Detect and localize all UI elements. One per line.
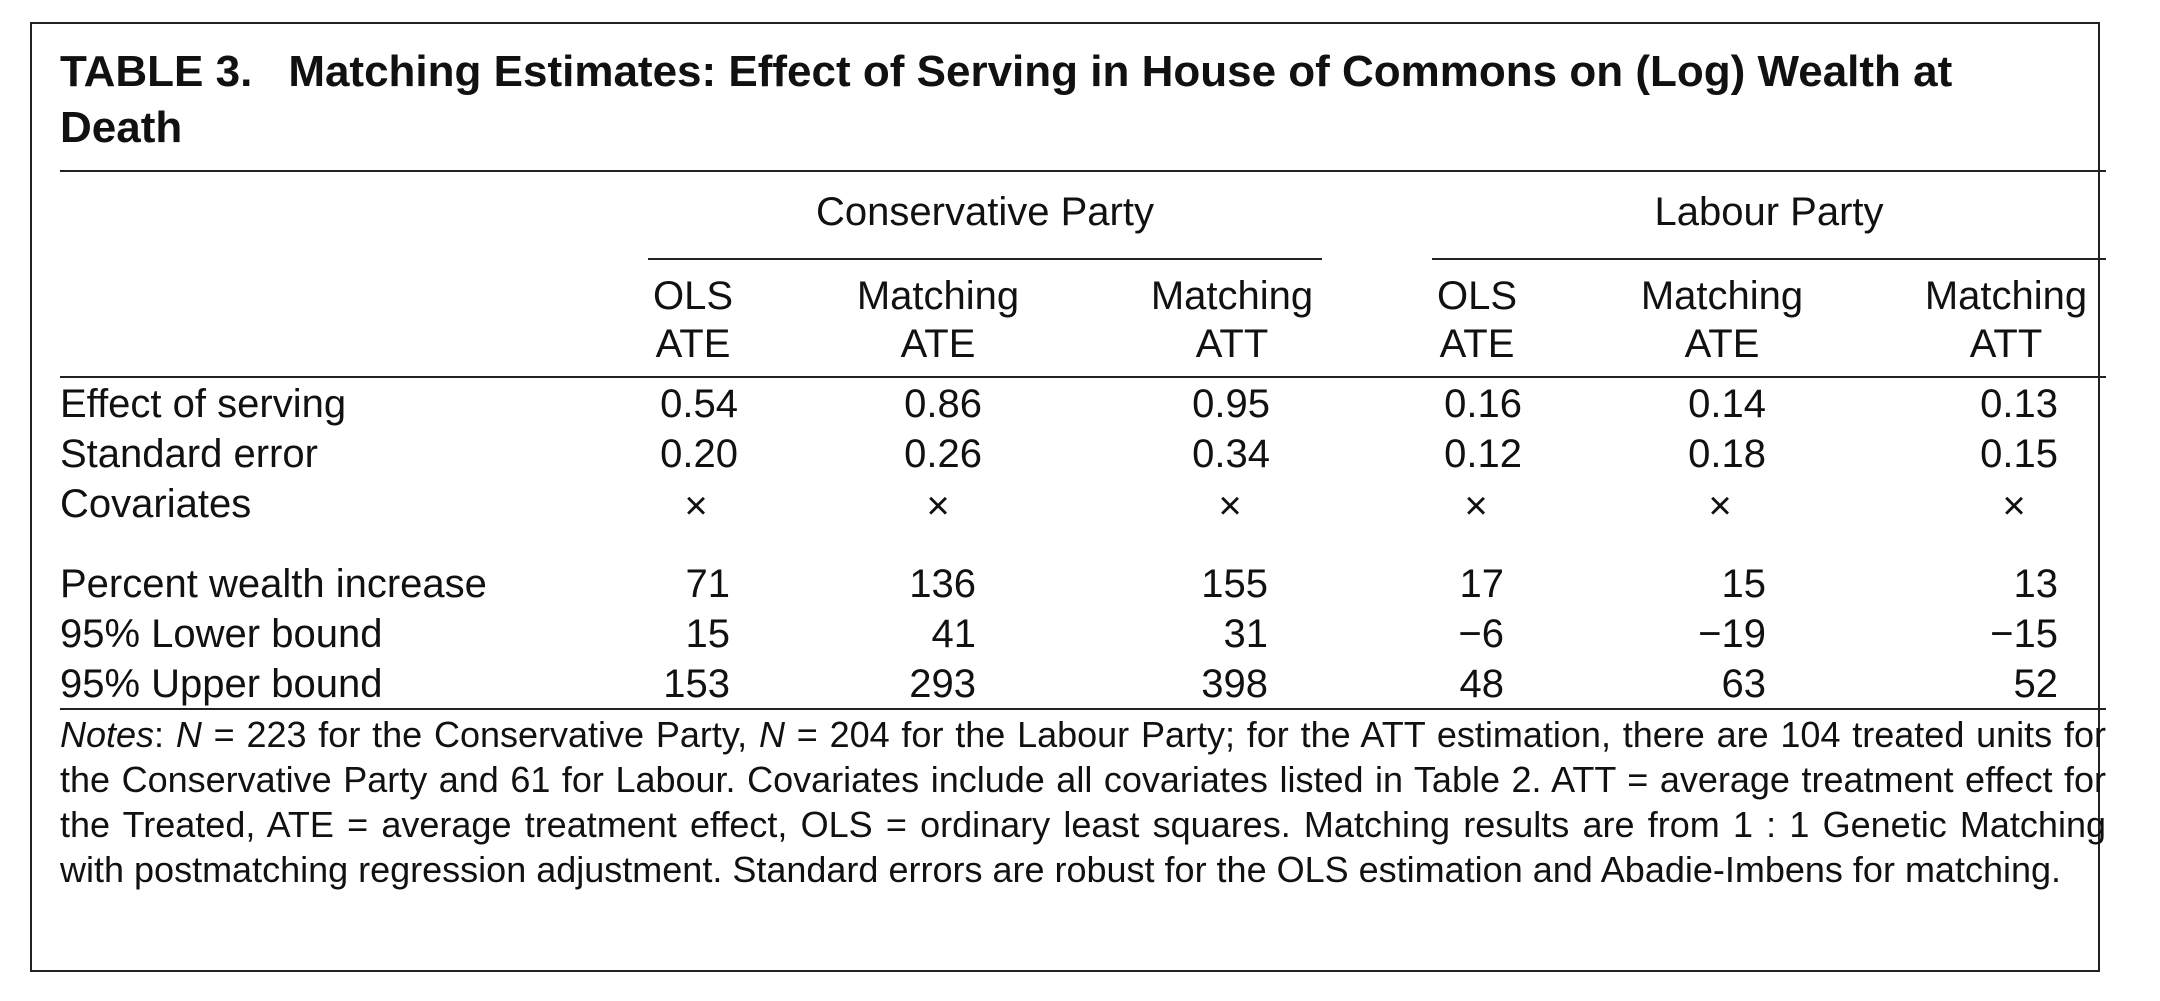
table-cell: 0.15 [1980, 432, 2058, 476]
notes-n-symbol: N [758, 714, 785, 755]
table-title: TABLE 3. Matching Estimates: Effect of Se… [60, 44, 2060, 156]
notes-lead: Notes [60, 714, 155, 755]
bottom-rule [60, 708, 2106, 710]
table-cell: 398 [1201, 662, 1268, 706]
table-cell: 0.86 [904, 382, 982, 426]
table-cell: −6 [1458, 612, 1504, 656]
table-cell: −15 [1990, 612, 2058, 656]
table-cell: 52 [2013, 662, 2059, 706]
table-cell: 63 [1721, 662, 1767, 706]
covariate-mark: × [2002, 484, 2026, 528]
table-cell: 71 [685, 562, 731, 606]
table-notes: Notes: N = 223 for the Conservative Part… [60, 714, 2106, 890]
covariate-mark: × [684, 484, 708, 528]
table-cell: 31 [1223, 612, 1269, 656]
header-rule [60, 376, 2106, 378]
table-cell: 41 [931, 612, 977, 656]
col-header-con-matching-ate: Matching ATE [856, 274, 1020, 366]
covariate-mark: × [926, 484, 950, 528]
row-label-percent-increase: Percent wealth increase [60, 562, 487, 606]
col-header-lab-matching-ate: Matching ATE [1640, 274, 1804, 366]
group-rule-labour [1432, 258, 2106, 260]
table-cell: 0.54 [660, 382, 738, 426]
notes-text-2: = 204 for the Labour Party; for the ATT … [60, 714, 2106, 890]
row-label-effect: Effect of serving [60, 382, 347, 426]
table-cell: 0.14 [1688, 382, 1766, 426]
table-cell: 0.16 [1444, 382, 1522, 426]
table-cell: 153 [663, 662, 730, 706]
group-header-labour: Labour Party [1654, 190, 1884, 234]
col-header-lab-ols: OLS ATE [1436, 274, 1518, 366]
table-frame [30, 22, 2100, 972]
table-cell: 48 [1459, 662, 1505, 706]
row-label-upper-bound: 95% Upper bound [60, 662, 383, 706]
notes-text-1: = 223 for the Conservative Party, [201, 714, 759, 755]
table-cell: 136 [909, 562, 976, 606]
col-header-lab-matching-att: Matching ATT [1924, 274, 2088, 366]
table-cell: 0.34 [1192, 432, 1270, 476]
table-cell: 13 [2013, 562, 2059, 606]
covariate-mark: × [1708, 484, 1732, 528]
top-rule [60, 170, 2106, 172]
group-rule-conservative [648, 258, 1322, 260]
table-cell: −19 [1698, 612, 1766, 656]
row-label-standard-error: Standard error [60, 432, 318, 476]
table-cell: 17 [1459, 562, 1505, 606]
table-number: TABLE 3. [60, 47, 253, 96]
table-cell: 15 [1721, 562, 1767, 606]
table-cell: 0.95 [1192, 382, 1270, 426]
table-cell: 15 [685, 612, 731, 656]
table-cell: 0.12 [1444, 432, 1522, 476]
col-header-con-ols: OLS ATE [652, 274, 734, 366]
table-cell: 0.18 [1688, 432, 1766, 476]
table-cell: 0.20 [660, 432, 738, 476]
table-cell: 0.13 [1980, 382, 2058, 426]
table-cell: 0.26 [904, 432, 982, 476]
row-label-lower-bound: 95% Lower bound [60, 612, 383, 656]
table-cell: 155 [1201, 562, 1268, 606]
notes-n-symbol: N [175, 714, 202, 755]
covariate-mark: × [1464, 484, 1488, 528]
table-cell: 293 [909, 662, 976, 706]
col-header-con-matching-att: Matching ATT [1150, 274, 1314, 366]
covariate-mark: × [1218, 484, 1242, 528]
group-header-conservative: Conservative Party [816, 190, 1154, 234]
table-caption: Matching Estimates: Effect of Serving in… [60, 47, 1953, 152]
row-label-covariates: Covariates [60, 482, 252, 526]
